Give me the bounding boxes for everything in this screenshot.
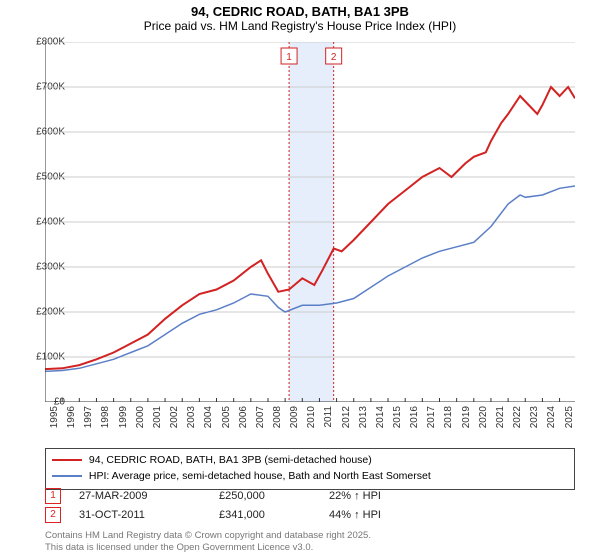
price-chart: 12: [45, 42, 575, 402]
legend-item-2: HPI: Average price, semi-detached house,…: [52, 469, 568, 485]
svg-text:2: 2: [331, 52, 337, 63]
x-tick-label: 1996: [66, 406, 77, 428]
x-tick-label: 2017: [426, 406, 437, 428]
sale-row-1: 1 27-MAR-2009 £250,000 22% ↑ HPI: [45, 486, 575, 505]
svg-text:1: 1: [286, 52, 292, 63]
x-tick-label: 2009: [289, 406, 300, 428]
x-tick-label: 1995: [49, 406, 60, 428]
page-title: 94, CEDRIC ROAD, BATH, BA1 3PB: [0, 4, 600, 19]
x-tick-label: 2019: [461, 406, 472, 428]
x-tick-label: 2021: [495, 406, 506, 428]
sale-marker-2: 2: [45, 507, 61, 523]
footer-line-1: Contains HM Land Registry data © Crown c…: [45, 530, 371, 542]
x-tick-label: 1999: [118, 406, 129, 428]
sale-price-1: £250,000: [219, 490, 329, 502]
x-tick-label: 2024: [546, 406, 557, 428]
x-tick-label: 2015: [392, 406, 403, 428]
x-tick-label: 2013: [358, 406, 369, 428]
page-subtitle: Price paid vs. HM Land Registry's House …: [0, 19, 600, 33]
legend-swatch-2: [52, 475, 82, 477]
sale-price-2: £341,000: [219, 509, 329, 521]
x-tick-label: 2016: [409, 406, 420, 428]
x-tick-label: 2005: [221, 406, 232, 428]
x-tick-label: 2006: [238, 406, 249, 428]
x-tick-label: 2012: [341, 406, 352, 428]
x-tick-label: 1998: [100, 406, 111, 428]
legend-label-2: HPI: Average price, semi-detached house,…: [89, 470, 431, 482]
x-tick-label: 2023: [529, 406, 540, 428]
x-tick-label: 2001: [152, 406, 163, 428]
chart-legend: 94, CEDRIC ROAD, BATH, BA1 3PB (semi-det…: [45, 448, 575, 490]
header: 94, CEDRIC ROAD, BATH, BA1 3PB Price pai…: [0, 0, 600, 33]
legend-label-1: 94, CEDRIC ROAD, BATH, BA1 3PB (semi-det…: [89, 454, 372, 466]
sale-row-2: 2 31-OCT-2011 £341,000 44% ↑ HPI: [45, 505, 575, 524]
x-tick-label: 2002: [169, 406, 180, 428]
x-tick-label: 2025: [564, 406, 575, 428]
sale-date-1: 27-MAR-2009: [79, 490, 219, 502]
sale-date-2: 31-OCT-2011: [79, 509, 219, 521]
x-tick-label: 2022: [512, 406, 523, 428]
x-tick-label: 2018: [443, 406, 454, 428]
x-tick-label: 2011: [323, 406, 334, 428]
sale-pct-2: 44% ↑ HPI: [329, 509, 449, 521]
footer-line-2: This data is licensed under the Open Gov…: [45, 542, 371, 554]
x-tick-label: 2004: [203, 406, 214, 428]
x-tick-label: 2007: [255, 406, 266, 428]
x-tick-label: 2010: [306, 406, 317, 428]
sale-pct-1: 22% ↑ HPI: [329, 490, 449, 502]
x-tick-label: 2020: [478, 406, 489, 428]
x-tick-label: 2003: [186, 406, 197, 428]
legend-swatch-1: [52, 459, 82, 461]
x-tick-label: 2000: [135, 406, 146, 428]
footer-note: Contains HM Land Registry data © Crown c…: [45, 530, 371, 554]
legend-item-1: 94, CEDRIC ROAD, BATH, BA1 3PB (semi-det…: [52, 453, 568, 469]
x-tick-label: 2008: [272, 406, 283, 428]
sale-marker-1: 1: [45, 488, 61, 504]
sale-rows: 1 27-MAR-2009 £250,000 22% ↑ HPI 2 31-OC…: [45, 486, 575, 524]
x-tick-label: 1997: [83, 406, 94, 428]
x-tick-label: 2014: [375, 406, 386, 428]
